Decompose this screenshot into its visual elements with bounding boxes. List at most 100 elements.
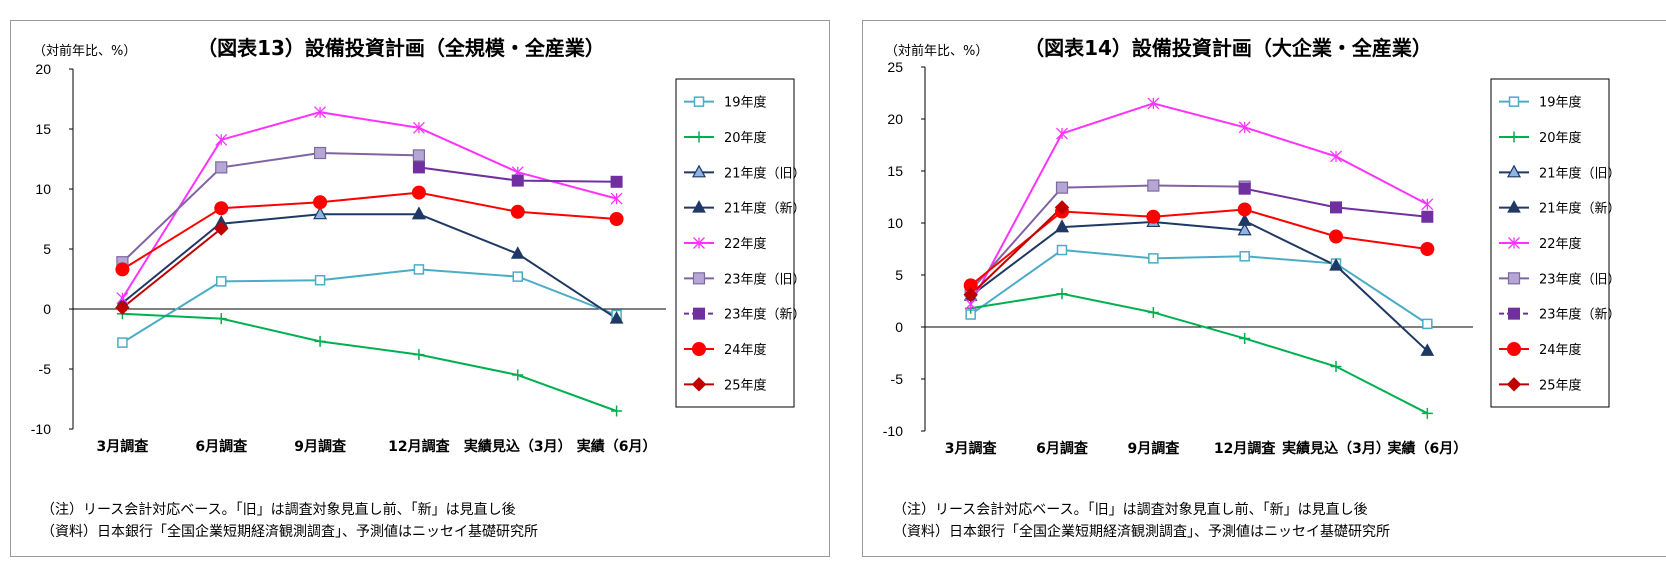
chart-panel-13: （図表13）設備投資計画（全規模・全産業） （対前年比、%） 20 15 10 5 0 -5 -… <box>10 20 830 557</box>
series-line <box>970 226 1063 297</box>
y-tick-label: -10 <box>31 421 51 437</box>
data-point <box>412 121 425 134</box>
series-line <box>969 184 1245 292</box>
series-line <box>121 221 222 304</box>
legend-marker <box>1506 377 1522 392</box>
series-line <box>121 151 419 263</box>
legend-label: 21年度（旧） <box>1539 165 1621 181</box>
data-point <box>963 287 978 302</box>
legend-label: 19年度 <box>724 95 767 111</box>
series-line <box>121 191 617 271</box>
data-point <box>215 133 228 146</box>
data-point <box>1055 219 1069 233</box>
legend-marker <box>1507 342 1521 356</box>
data-point <box>216 276 227 287</box>
legend-label: 21年度（旧） <box>724 165 806 181</box>
data-point <box>1421 198 1434 211</box>
data-point <box>1238 121 1251 134</box>
legend-marker <box>691 377 707 392</box>
legend-label: 21年度（新） <box>724 201 806 217</box>
data-point <box>412 161 425 174</box>
y-tick-label: -10 <box>883 423 903 439</box>
x-tick-label: 3月調査 <box>97 438 150 455</box>
series-20年度 <box>970 292 1428 415</box>
legend-marker <box>692 200 706 213</box>
y-tick-label: 0 <box>43 301 51 317</box>
data-point <box>1054 200 1070 215</box>
legend-label: 23年度（新） <box>724 307 806 323</box>
legend-marker <box>1507 272 1521 285</box>
series-markers-22年度 <box>116 106 623 305</box>
data-point <box>1421 407 1433 419</box>
chart-title: （図表13）設備投資計画（全規模・全産業） <box>197 36 605 60</box>
legend-marker <box>1508 96 1520 107</box>
legend-label: 24年度 <box>1539 342 1582 358</box>
chart-panel-14: （図表14）設備投資計画（大企業・全産業） （対前年比、%） 25 20 15 10 5 0 -… <box>862 20 1666 557</box>
line-chart-13: （図表13）設備投資計画（全規模・全産業） （対前年比、%） 20 15 10 5 0 -5 -… <box>31 36 806 455</box>
data-point <box>313 146 327 160</box>
series-24年度 <box>970 208 1428 287</box>
series-line <box>970 292 1428 415</box>
legend-label: 20年度 <box>1539 130 1582 146</box>
series-line <box>970 249 1428 325</box>
data-point <box>609 212 624 226</box>
legend: 19年度 20年度 21年度（旧） 21年度（新） 22年度 23年度（旧） 23年度（新）… <box>675 78 806 408</box>
legend-marker <box>693 96 705 107</box>
data-point <box>1056 244 1068 256</box>
y-tick-label: 25 <box>887 59 903 75</box>
data-point <box>314 335 326 347</box>
series-23年度（旧） <box>121 151 419 263</box>
data-point <box>314 106 327 119</box>
data-point <box>1330 361 1342 373</box>
series-markers-20年度 <box>116 308 623 417</box>
y-tick-label: -5 <box>891 371 904 387</box>
series-markers-21年度（旧） <box>214 206 426 229</box>
data-point <box>1422 318 1433 330</box>
series-line <box>121 111 617 299</box>
x-tick-label: 6月調査 <box>195 438 248 455</box>
series-22年度 <box>121 111 617 299</box>
series-line <box>970 208 1428 287</box>
series-23年度（旧） <box>969 184 1245 292</box>
data-point <box>1148 253 1159 264</box>
data-point <box>115 300 130 316</box>
x-tick-label: 実績（6月） <box>1387 440 1467 457</box>
legend-label: 22年度 <box>724 236 767 252</box>
y-axis-label: （対前年比、%） <box>885 43 988 59</box>
chart-source: （資料）日本銀行「全国企業短期経済観測調査」、予測値はニッセイ基礎研究所 <box>893 524 1390 540</box>
series-25年度 <box>969 206 1063 296</box>
series-22年度 <box>969 102 1428 305</box>
y-axis-label: （対前年比、%） <box>33 43 136 59</box>
series-19年度 <box>121 268 617 344</box>
x-tick-label: 9月調査 <box>294 438 347 455</box>
legend-marker <box>693 131 705 143</box>
data-point <box>115 262 130 277</box>
data-point <box>313 206 328 220</box>
legend-marker <box>692 272 706 285</box>
data-point <box>1147 97 1160 110</box>
chart-note: （注）リース会計対応ベース。「旧」は調査対象見直し前、「新」は見直し後 <box>893 502 1368 518</box>
data-point <box>512 369 524 381</box>
legend-marker <box>1507 200 1521 213</box>
data-point <box>611 405 623 417</box>
data-point <box>1147 306 1159 318</box>
x-tick-label: 12月調査 <box>1214 440 1276 457</box>
series-markers-19年度 <box>117 264 622 348</box>
data-point <box>510 246 525 259</box>
legend-marker <box>1508 307 1520 320</box>
legend-label: 23年度（旧） <box>1539 271 1621 287</box>
series-markers-23年度（新） <box>412 161 623 188</box>
legend-label: 25年度 <box>724 377 767 393</box>
y-tick-label: 15 <box>887 163 903 179</box>
legend-marker <box>691 164 707 178</box>
series-markers-23年度（新） <box>1238 182 1434 223</box>
legend-label: 23年度（旧） <box>724 271 806 287</box>
data-point <box>1239 332 1251 344</box>
x-tick-label: 実績見込（3月） <box>1282 440 1390 457</box>
x-tick-label: 実績見込（3月） <box>464 438 572 455</box>
y-tick-label: 10 <box>887 215 903 231</box>
data-point <box>413 349 425 361</box>
series-markers-25年度 <box>115 221 229 316</box>
data-point <box>510 204 525 219</box>
y-tick-label: 5 <box>43 241 51 257</box>
